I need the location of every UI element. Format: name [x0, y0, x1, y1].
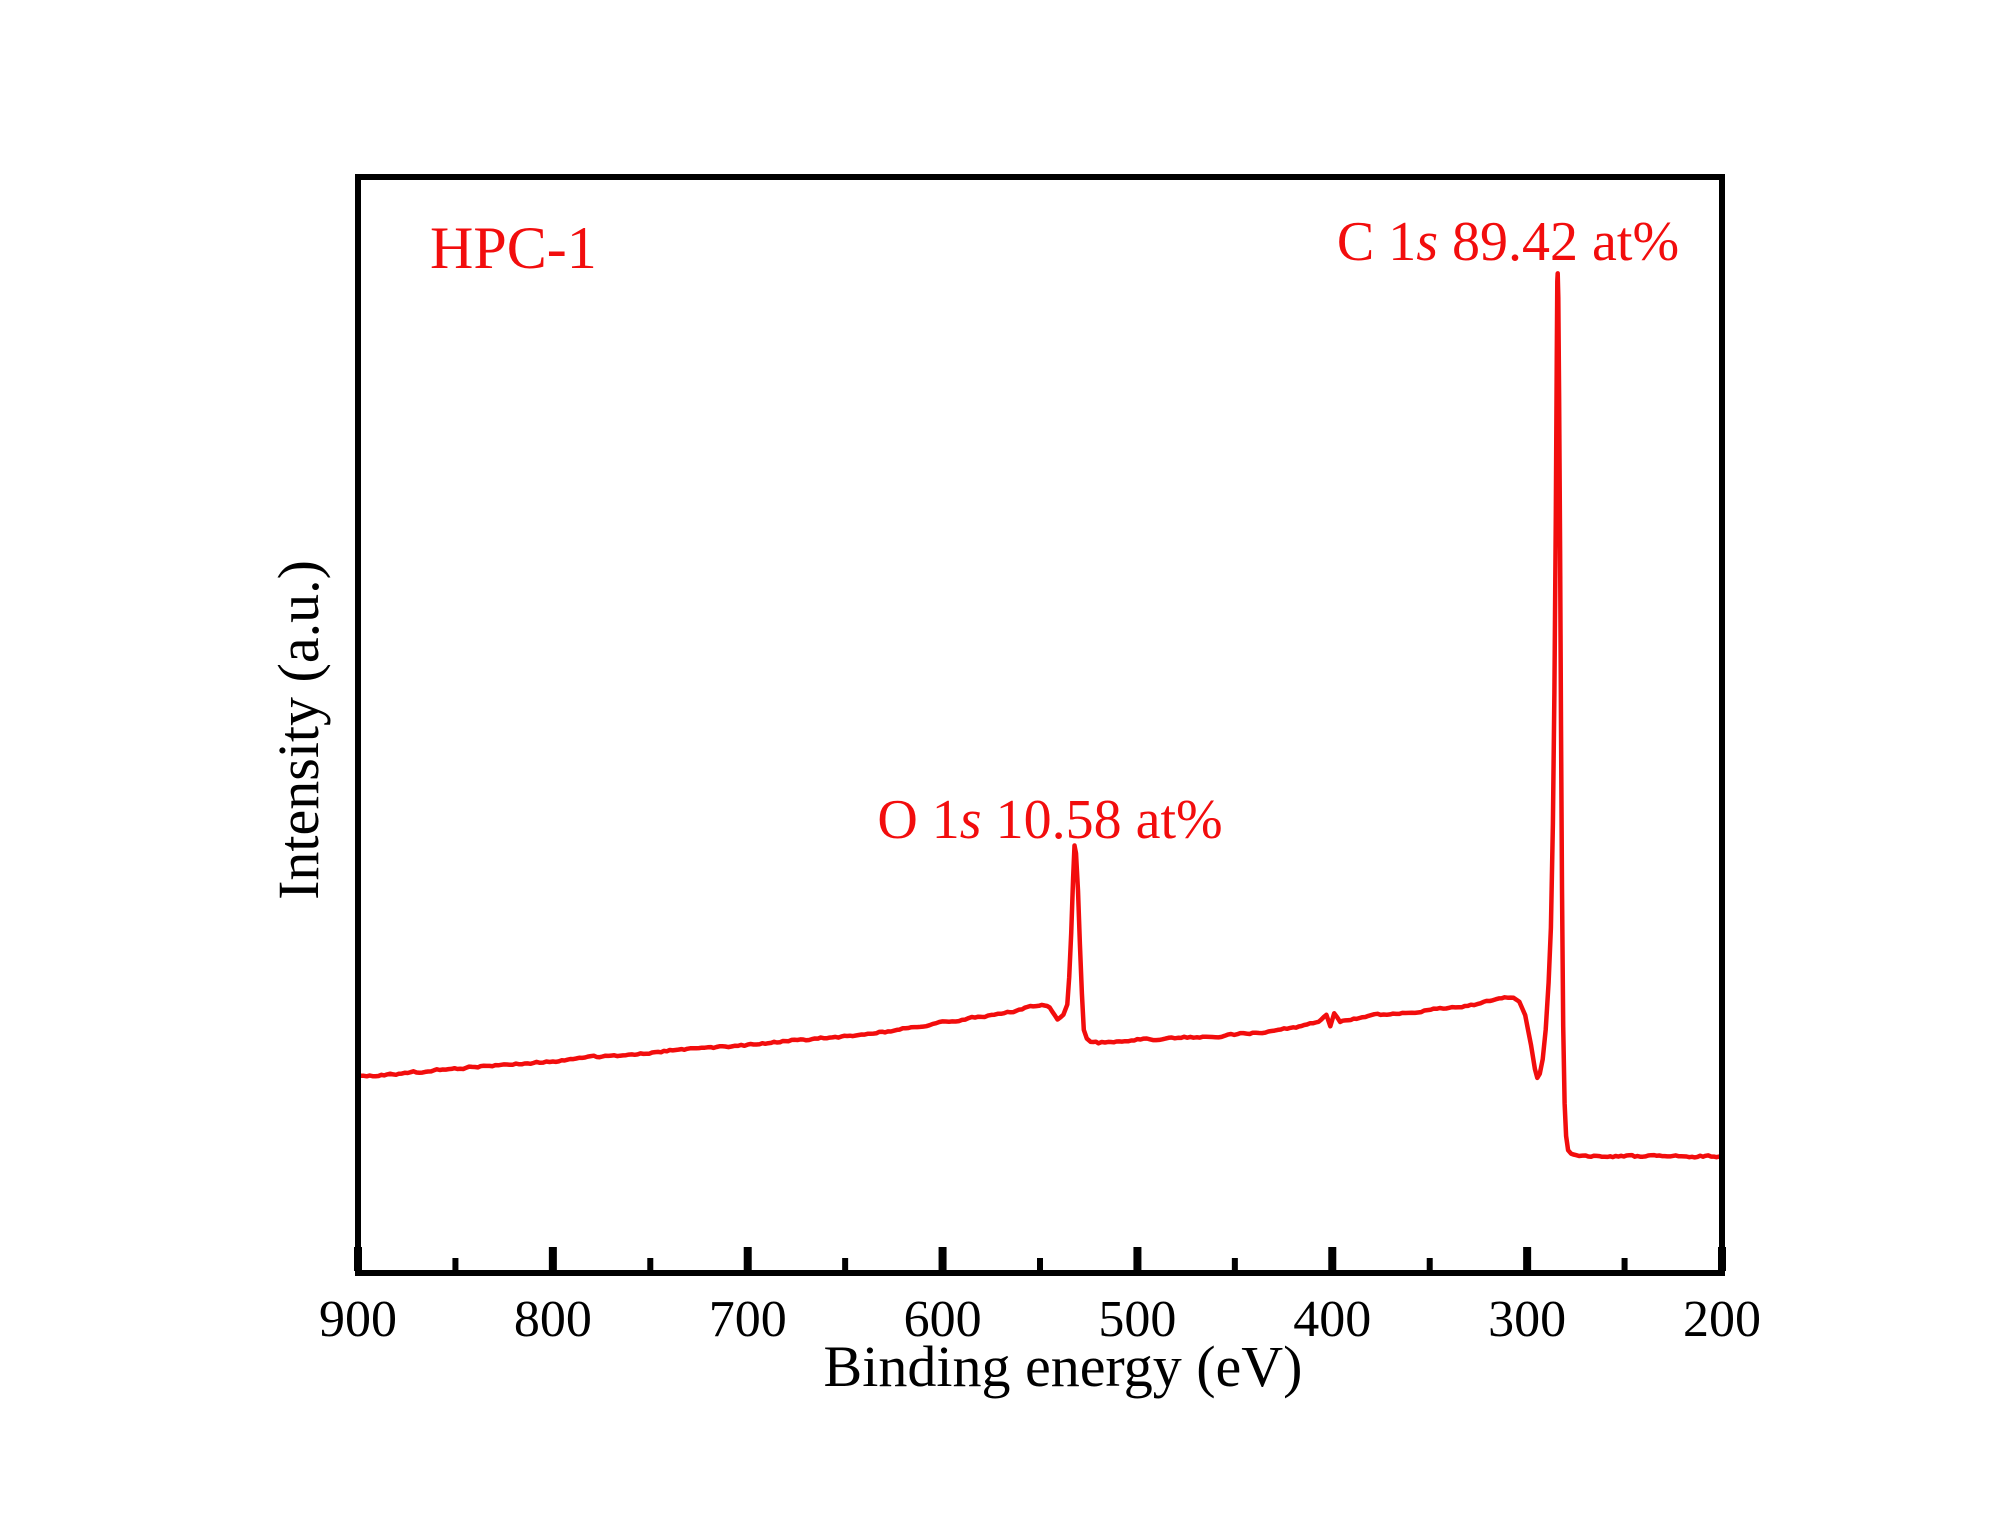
x-axis-title: Binding energy (eV) — [824, 1334, 1303, 1399]
x-axis-tick-labels: 900 800 700 600 500 400 300 200 — [319, 1291, 1761, 1348]
o1s-annotation-value: 10.58 at% — [982, 789, 1223, 851]
x-tick-label: 800 — [514, 1291, 592, 1348]
x-tick-label: 300 — [1488, 1291, 1566, 1348]
c1s-annotation-value: 89.42 at% — [1438, 211, 1679, 273]
c1s-annotation-prefix: C 1 — [1337, 211, 1416, 273]
o1s-annotation-orbital: s — [960, 789, 982, 851]
o1s-annotation-prefix: O 1 — [877, 789, 959, 851]
x-tick-label: 500 — [1098, 1291, 1176, 1348]
x-tick-label: 700 — [709, 1291, 787, 1348]
x-tick-label: 200 — [1683, 1291, 1761, 1348]
spectrum-line — [355, 271, 1725, 1160]
c1s-annotation-orbital: s — [1416, 211, 1438, 273]
c1s-peak-annotation: C 1s 89.42 at% — [1337, 211, 1679, 273]
o1s-peak-annotation: O 1s 10.58 at% — [877, 789, 1222, 851]
y-axis-title: Intensity (a.u.) — [266, 560, 331, 900]
x-tick-label: 600 — [904, 1291, 982, 1348]
sample-label: HPC-1 — [430, 215, 597, 281]
x-tick-label: 400 — [1293, 1291, 1371, 1348]
x-tick-label: 900 — [319, 1291, 397, 1348]
plot-border — [355, 174, 1725, 1276]
